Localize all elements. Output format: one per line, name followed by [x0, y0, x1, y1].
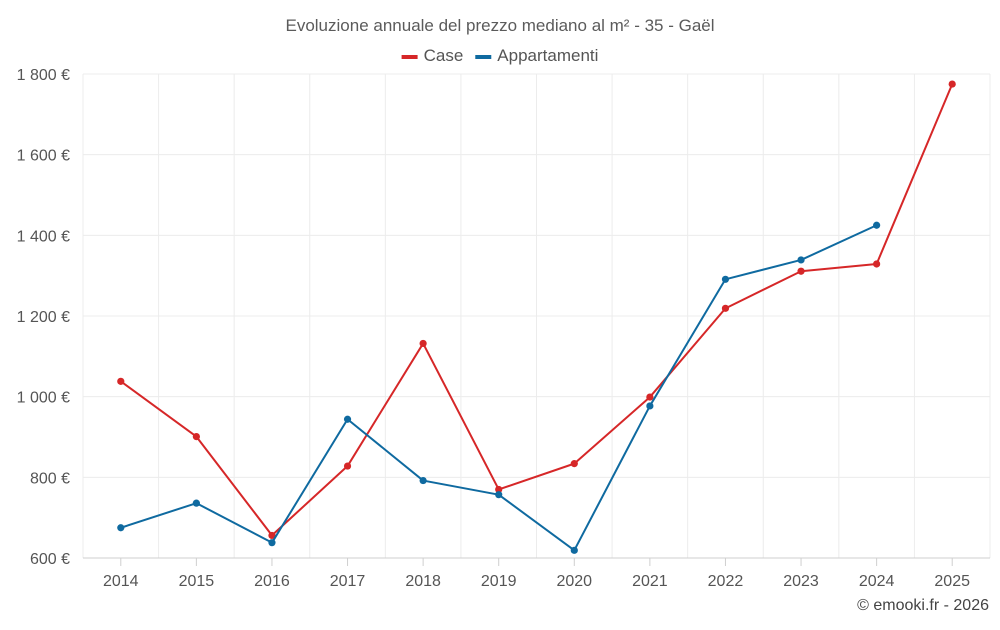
x-tick-label: 2025 — [934, 573, 970, 590]
x-tick-label: 2021 — [632, 573, 668, 590]
x-tick-label: 2023 — [783, 573, 819, 590]
data-point-case[interactable] — [948, 80, 956, 88]
y-tick-label: 1 200 € — [17, 309, 70, 326]
data-point-case[interactable] — [570, 460, 578, 468]
y-tick-label: 1 600 € — [17, 148, 70, 165]
data-point-appartamenti[interactable] — [343, 415, 352, 423]
data-point-appartamenti[interactable] — [192, 499, 200, 507]
data-point-appartamenti[interactable] — [570, 546, 578, 554]
data-point-case[interactable] — [646, 393, 654, 401]
data-point-case[interactable] — [721, 304, 730, 312]
x-tick-label: 2022 — [708, 573, 744, 590]
x-axis: 2014 2015 2016 2017 2018 2019 2020 2021 2022 2023… — [83, 557, 990, 590]
series-case — [117, 80, 956, 540]
x-tick-label: 2017 — [330, 573, 366, 590]
x-tick-label: 2016 — [254, 573, 290, 590]
legend-swatch — [401, 55, 418, 59]
series-appartamenti — [117, 221, 881, 554]
x-tick-label: 2019 — [481, 573, 517, 590]
copyright-credit: © emooki.fr - 2026 — [857, 597, 989, 614]
data-point-appartamenti[interactable] — [117, 524, 125, 532]
y-tick-label: 600 € — [30, 551, 70, 568]
legend: Case Appartamenti — [401, 46, 598, 65]
data-point-appartamenti[interactable] — [646, 402, 654, 410]
data-point-appartamenti[interactable] — [419, 476, 427, 485]
data-point-case[interactable] — [117, 377, 125, 385]
series-group — [117, 80, 956, 554]
y-tick-label: 1 000 € — [17, 390, 70, 407]
legend-label: Case — [424, 46, 464, 65]
data-point-case[interactable] — [268, 531, 276, 540]
x-tick-label: 2015 — [179, 573, 215, 590]
chart-title: Evoluzione annuale del prezzo mediano al… — [285, 16, 714, 35]
data-point-appartamenti[interactable] — [268, 539, 276, 547]
data-point-case[interactable] — [797, 267, 805, 275]
y-axis: 600 € 800 € 1 000 € 1 200 € 1 400 € 1 600 € 1 … — [17, 67, 70, 568]
data-point-case[interactable] — [495, 485, 503, 494]
data-point-case[interactable] — [873, 260, 881, 268]
legend-item-appartamenti[interactable]: Appartamenti — [475, 46, 598, 65]
legend-item-case[interactable]: Case — [401, 46, 464, 65]
y-tick-label: 1 400 € — [17, 228, 70, 245]
grid — [82, 73, 991, 558]
data-point-appartamenti[interactable] — [797, 256, 805, 264]
data-point-appartamenti[interactable] — [721, 275, 730, 283]
x-tick-label: 2024 — [859, 573, 895, 590]
x-tick-label: 2014 — [103, 573, 139, 590]
x-tick-label: 2018 — [405, 573, 441, 590]
x-tick-label: 2020 — [556, 573, 592, 590]
data-point-appartamenti[interactable] — [873, 221, 881, 229]
y-tick-label: 1 800 € — [17, 67, 70, 84]
legend-label: Appartamenti — [497, 46, 598, 65]
legend-swatch — [475, 55, 492, 59]
data-point-case[interactable] — [343, 462, 352, 470]
data-point-case[interactable] — [192, 432, 200, 441]
y-tick-label: 800 € — [30, 470, 70, 487]
data-point-appartamenti[interactable] — [495, 491, 503, 499]
data-point-case[interactable] — [419, 339, 427, 348]
series-line-case — [120, 83, 954, 537]
